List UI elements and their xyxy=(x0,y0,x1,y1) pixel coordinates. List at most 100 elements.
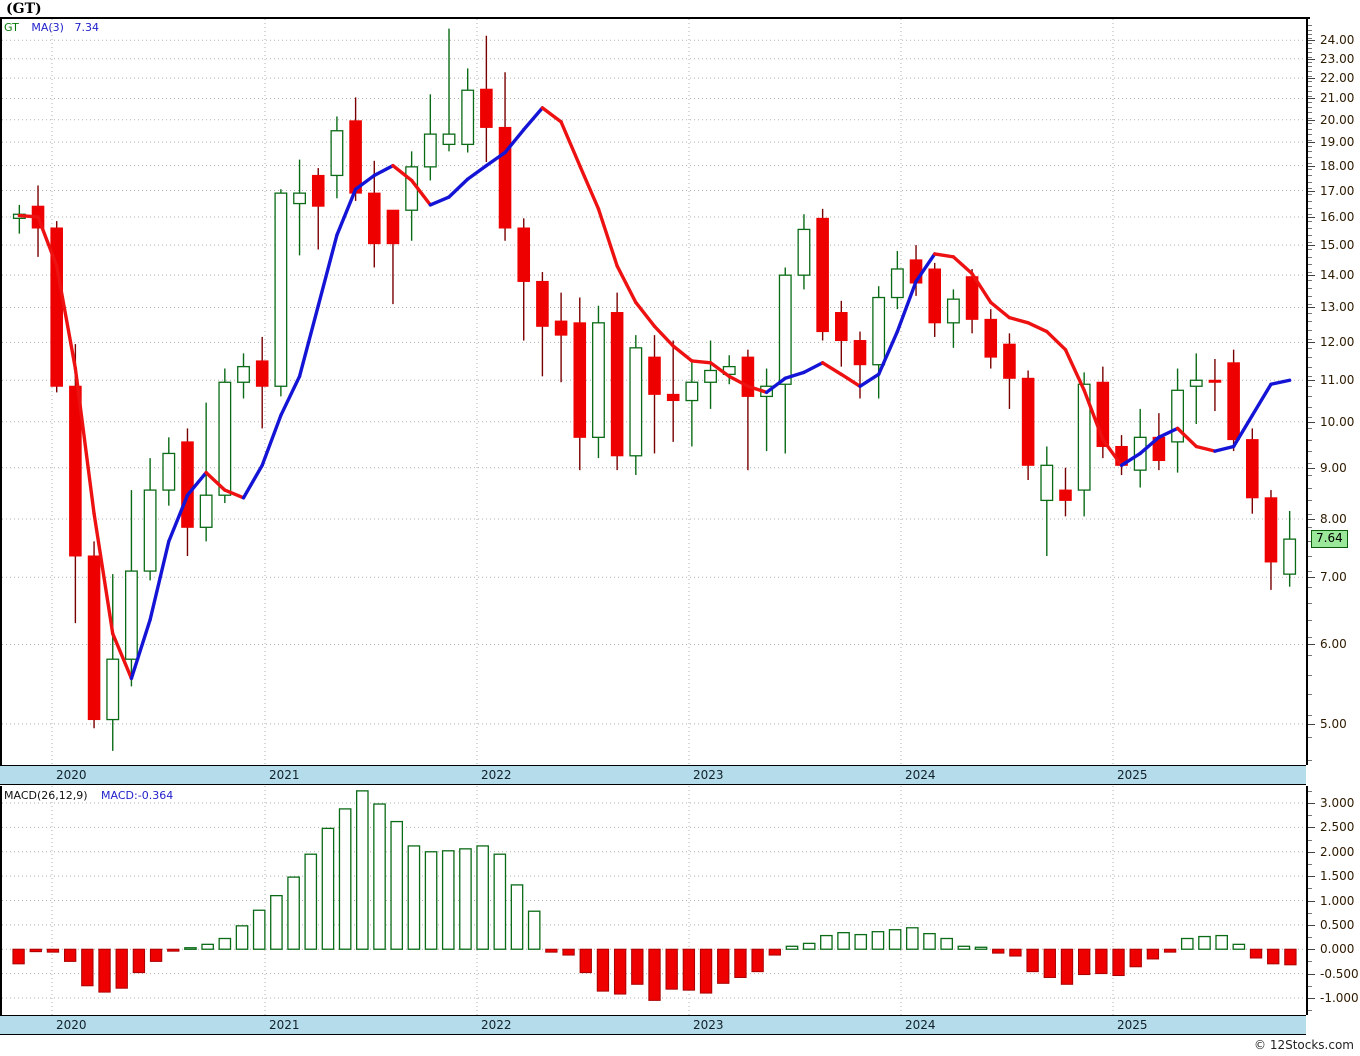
price-axis-minor-tick xyxy=(1308,145,1312,147)
year-label: 2025 xyxy=(1117,1018,1148,1032)
macd-axis-tick-label: 3.000 xyxy=(1320,796,1355,811)
year-label: 2020 xyxy=(56,768,87,782)
macd-axis-tick xyxy=(1308,827,1315,829)
price-axis-minor-tick xyxy=(1308,221,1312,223)
price-axis-minor-tick xyxy=(1308,86,1312,88)
macd-axis-tick-label: 2.500 xyxy=(1320,820,1355,835)
price-axis-minor-tick xyxy=(1308,321,1312,323)
price-axis-minor-tick xyxy=(1308,52,1312,54)
price-axis-minor-tick xyxy=(1308,555,1312,557)
price-axis-tick xyxy=(1308,644,1315,646)
price-axis-tick-label: 23.00 xyxy=(1320,51,1355,66)
price-axis-tick-label: 14.00 xyxy=(1320,268,1355,283)
price-axis-minor-tick xyxy=(1308,541,1312,543)
macd-axis-tick-label: 0.500 xyxy=(1320,917,1355,932)
price-axis-minor-tick xyxy=(1308,694,1312,696)
price-axis-minor-tick xyxy=(1308,169,1312,171)
price-axis-tick-label: 9.00 xyxy=(1320,460,1347,475)
macd-axis-tick xyxy=(1308,924,1315,926)
price-axis-minor-tick xyxy=(1308,134,1312,136)
price-axis-minor-tick xyxy=(1308,760,1312,762)
price-axis-minor-tick xyxy=(1308,42,1312,44)
price-axis-minor-tick xyxy=(1308,366,1312,368)
price-axis-tick-label: 11.00 xyxy=(1320,373,1355,388)
macd-histogram-svg xyxy=(2,786,1306,1015)
price-axis-minor-tick xyxy=(1308,194,1312,196)
price-axis-tick-label: 10.00 xyxy=(1320,414,1355,429)
price-axis-tick-label: 8.00 xyxy=(1320,512,1347,527)
price-axis-minor-tick xyxy=(1308,527,1312,529)
year-label: 2021 xyxy=(269,1018,300,1032)
macd-axis-tick-label: 2.000 xyxy=(1320,844,1355,859)
price-axis-minor-tick xyxy=(1308,71,1312,73)
price-axis-minor-tick xyxy=(1308,304,1312,306)
price-axis-minor-tick xyxy=(1308,200,1312,202)
price-axis-minor-tick xyxy=(1308,256,1312,258)
macd-indicator-label: MACD(26,12,9) xyxy=(4,789,88,802)
macd-axis-tick-label: -1.000 xyxy=(1320,990,1359,1005)
macd-axis-minor-tick xyxy=(1308,912,1312,914)
price-axis-tick xyxy=(1308,40,1315,42)
macd-axis-minor-tick xyxy=(1308,839,1312,841)
price-axis-minor-tick xyxy=(1308,513,1312,515)
price-legend: GT MA(3) 7.34 xyxy=(4,21,99,34)
macd-axis-tick xyxy=(1308,876,1315,878)
price-axis-minor-tick xyxy=(1308,76,1312,78)
price-axis-minor-tick xyxy=(1308,228,1312,229)
price-axis-tick-label: 7.00 xyxy=(1320,570,1347,585)
macd-axis-line xyxy=(1306,786,1308,1015)
macd-axis-minor-tick xyxy=(1308,863,1312,865)
price-axis-tick-label: 13.00 xyxy=(1320,300,1355,315)
price-axis-tick-label: 20.00 xyxy=(1320,112,1355,127)
year-axis-top: 2020 2021 2022 2023 2024 2025 xyxy=(0,765,1306,785)
price-axis-minor-tick xyxy=(1308,287,1312,289)
year-label: 2020 xyxy=(56,1018,87,1032)
price-axis-minor-tick xyxy=(1308,163,1312,165)
macd-axis-tick-label: 1.500 xyxy=(1320,869,1355,884)
price-axis-minor-tick xyxy=(1308,264,1312,266)
year-label: 2021 xyxy=(269,768,300,782)
price-axis-minor-tick xyxy=(1308,295,1312,297)
price-axis-minor-tick xyxy=(1308,214,1312,216)
macd-axis-tick xyxy=(1308,851,1315,853)
price-axis-tick xyxy=(1308,275,1315,277)
price-axis-minor-tick xyxy=(1308,123,1312,124)
page-title: (GT) xyxy=(6,1,42,17)
macd-axis-tick xyxy=(1308,973,1315,975)
price-axis-tick xyxy=(1308,519,1315,521)
macd-value-label: MACD:-0.364 xyxy=(101,789,174,802)
price-axis-minor-tick xyxy=(1308,96,1312,98)
price-axis-tick-label: 22.00 xyxy=(1320,71,1355,86)
price-axis-tick xyxy=(1308,342,1315,344)
macd-axis-minor-tick xyxy=(1308,790,1312,792)
price-axis-minor-tick xyxy=(1308,338,1312,340)
price-axis-tick xyxy=(1308,190,1315,192)
price-axis-minor-tick xyxy=(1308,91,1312,93)
price-axis-tick xyxy=(1308,58,1315,60)
price-axis-tick xyxy=(1308,119,1315,121)
price-axis-minor-tick xyxy=(1308,500,1312,502)
price-axis-minor-tick xyxy=(1308,674,1312,676)
last-price-badge: 7.64 xyxy=(1311,530,1348,549)
price-axis-tick-label: 12.00 xyxy=(1320,335,1355,350)
price-axis-tick xyxy=(1308,98,1315,100)
price-axis-minor-tick xyxy=(1308,157,1312,159)
macd-axis-tick xyxy=(1308,997,1315,999)
price-axis-minor-tick xyxy=(1308,25,1312,27)
macd-axis-minor-tick xyxy=(1308,961,1312,963)
price-axis-minor-tick xyxy=(1308,66,1312,68)
price-axis-minor-tick xyxy=(1308,312,1312,314)
price-axis-tick xyxy=(1308,165,1315,167)
price-axis-tick xyxy=(1308,78,1315,80)
price-axis-minor-tick xyxy=(1308,462,1312,464)
price-axis-minor-tick xyxy=(1308,571,1312,573)
price-axis-tick xyxy=(1308,245,1315,247)
macd-axis-minor-tick xyxy=(1308,1010,1312,1012)
year-label: 2023 xyxy=(693,768,724,782)
price-axis-minor-tick xyxy=(1308,487,1312,489)
price-axis-minor-tick xyxy=(1308,451,1312,453)
price-axis-minor-tick xyxy=(1308,329,1312,331)
macd-axis-tick xyxy=(1308,900,1315,902)
title-divider xyxy=(0,17,1310,19)
